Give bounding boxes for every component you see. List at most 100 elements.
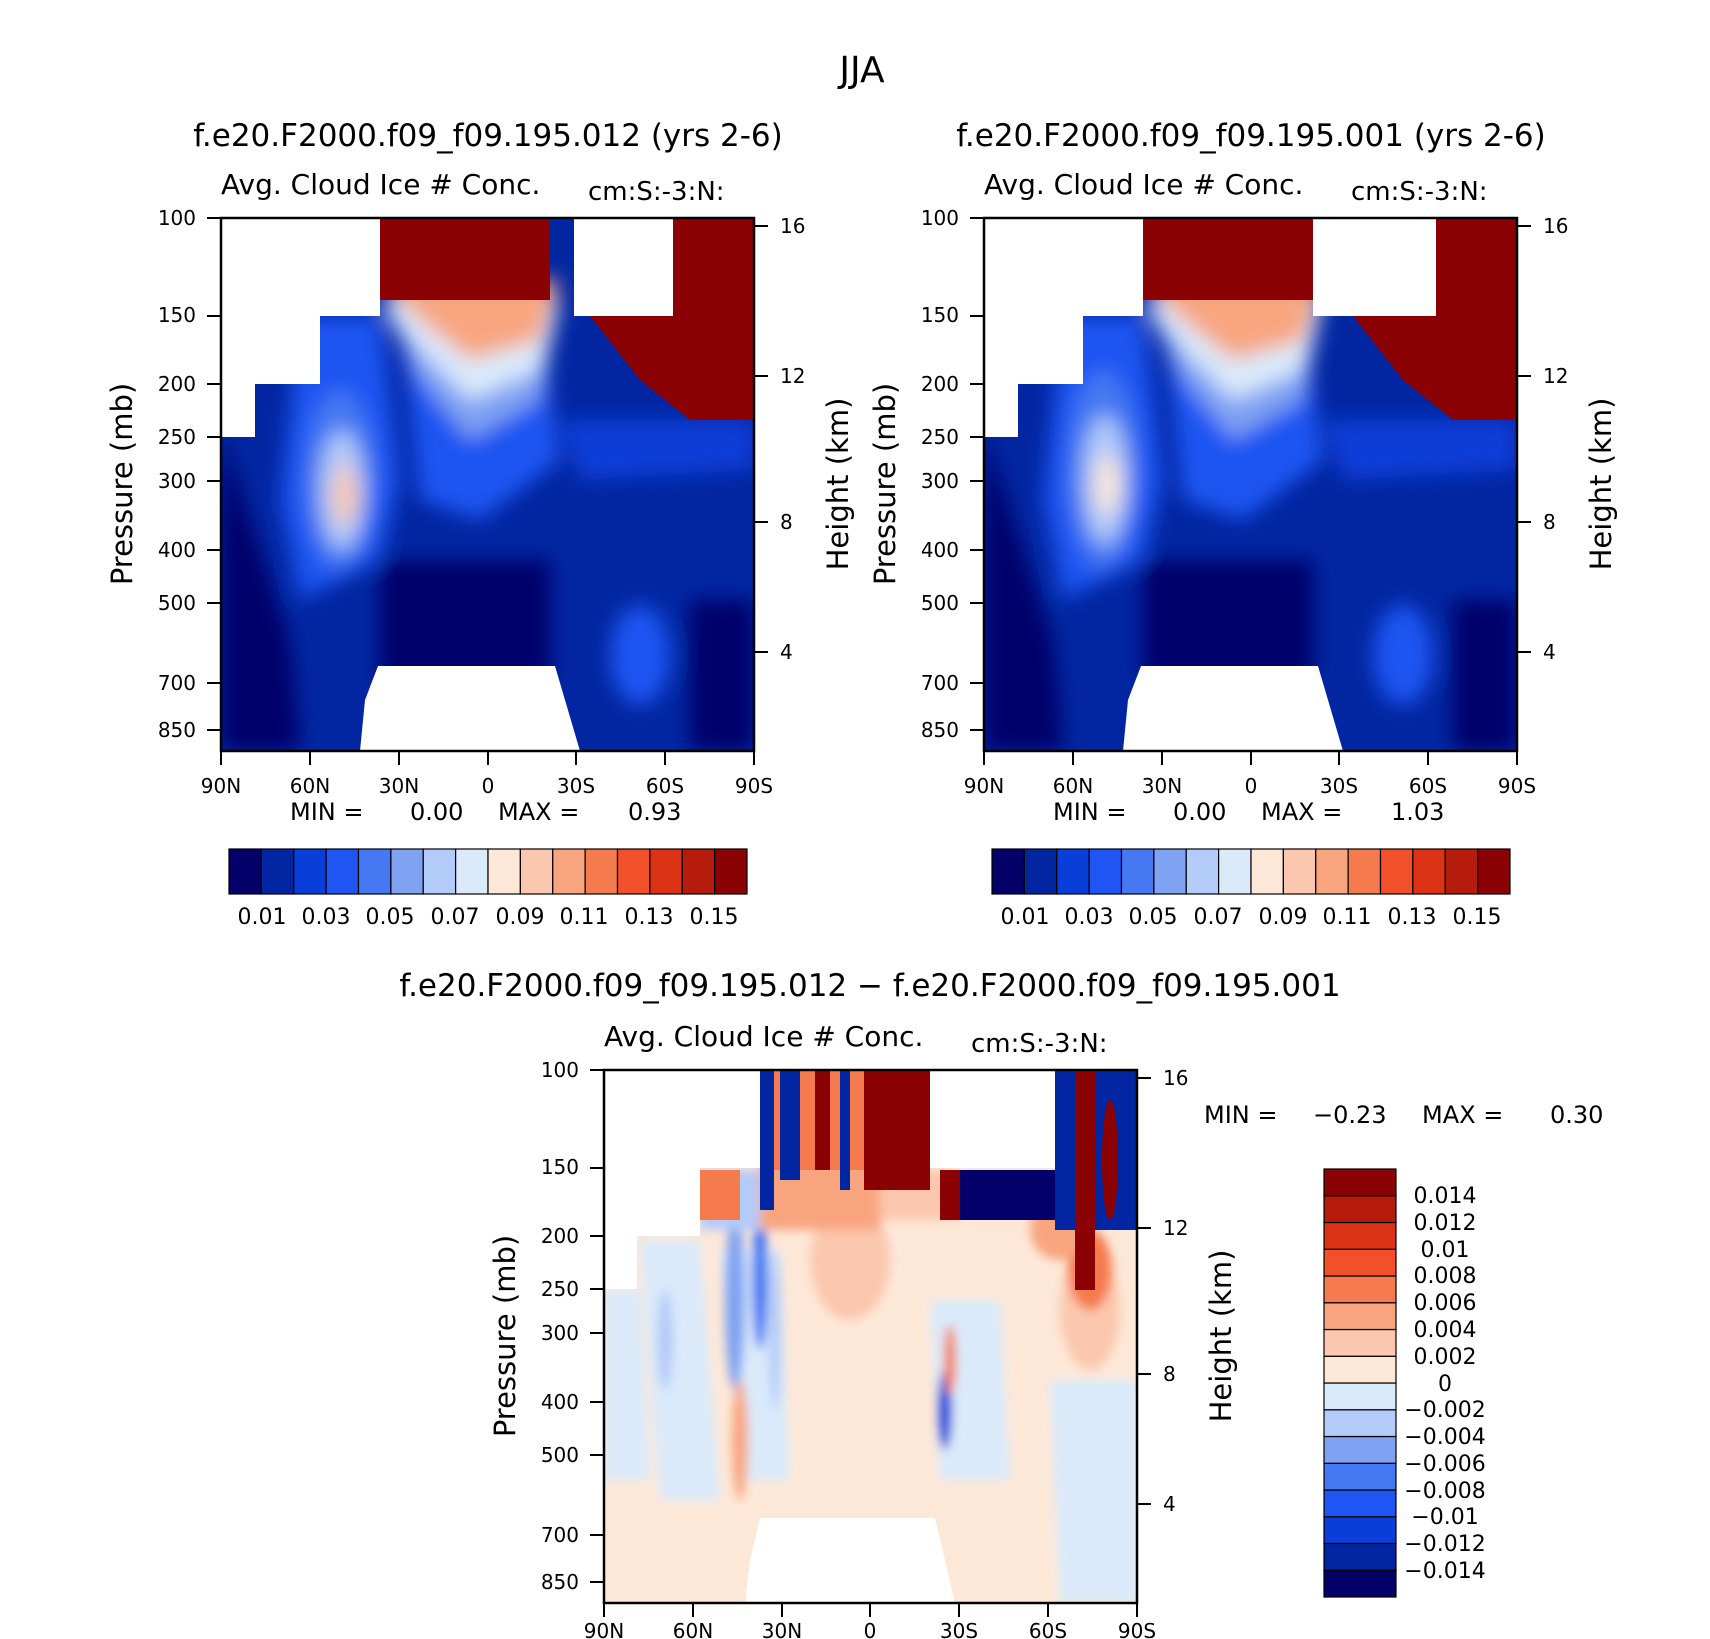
panel-001-colorbar-swatches	[991, 848, 1511, 895]
panel-diff-height-tick: 16	[1163, 1066, 1188, 1090]
panel-012-colorbar: 0.01 0.03 0.05 0.07 0.09 0.11 0.13 0.15	[228, 848, 748, 930]
panel-001-colorbar-swatch	[1088, 848, 1123, 895]
panel-001-title: f.e20.F2000.f09_f09.195.001 (yrs 2-6)	[956, 118, 1546, 154]
panel-001-colorbar-swatch	[1412, 848, 1446, 895]
panel-diff-colorbar-swatch	[1323, 1248, 1397, 1277]
panel-001-colorbar-label: 0.01	[1001, 905, 1050, 930]
panel-001-colorbar-swatch	[1477, 848, 1511, 895]
panel-diff-x-tick: 90S	[1118, 1619, 1156, 1639]
panel-001-colorbar-label: 0.05	[1129, 905, 1178, 930]
panel-001-variable: Avg. Cloud Ice # Conc.	[984, 168, 1303, 201]
panel-001-colorbar-swatch	[1282, 848, 1317, 895]
panel-012-y-tick: 200	[158, 372, 196, 396]
panel-001-ylabel: Pressure (mb)	[868, 383, 902, 585]
panel-001-min-label: MIN =	[1053, 798, 1126, 826]
panel-001-left-ticks: 100 150 200 250 300 400 500 700 850	[921, 206, 984, 742]
panel-001-height-tick: 16	[1543, 214, 1568, 238]
panel-012-colorbar-label: 0.03	[302, 905, 351, 930]
panel-diff-max-value: 0.30	[1550, 1101, 1603, 1129]
panel-012-colorbar-swatch	[552, 848, 586, 895]
panel-012-colorbar-swatch	[260, 848, 295, 895]
panel-001-colorbar-swatch	[1056, 848, 1090, 895]
panel-012-x-tick: 30N	[379, 774, 419, 798]
panel-001-colorbar-swatch	[1185, 848, 1220, 895]
panel-001-y-tick: 150	[921, 303, 959, 327]
panel-012-min-value: 0.00	[410, 798, 463, 826]
panel-diff-y-tick: 100	[541, 1058, 579, 1082]
panel-012-y-tick: 300	[158, 469, 196, 493]
panel-diff-variable: Avg. Cloud Ice # Conc.	[604, 1020, 923, 1053]
panel-001-height-tick: 4	[1543, 640, 1556, 664]
panel-diff-colorbar-label: −0.004	[1404, 1425, 1485, 1450]
panel-012-x-tick: 90S	[735, 774, 773, 798]
panel-012-colorbar-swatch	[519, 848, 554, 895]
panel-001-colorbar-swatch	[1250, 848, 1284, 895]
panel-diff-ylabel: Pressure (mb)	[488, 1235, 522, 1437]
panel-diff-height-tick: 8	[1163, 1362, 1176, 1386]
panel-012-colorbar-swatch	[649, 848, 683, 895]
panel-diff-colorbar-swatch	[1323, 1328, 1397, 1357]
panel-012-colorbar-label: 0.11	[560, 905, 609, 930]
panel-012-x-tick: 30S	[557, 774, 595, 798]
panel-diff-colorbar-swatch	[1323, 1435, 1397, 1464]
panel-012-y-tick: 700	[158, 671, 196, 695]
panel-diff-colorbar-label: 0.008	[1414, 1264, 1477, 1289]
panel-001-field	[984, 218, 1517, 751]
panel-001-x-tick: 60S	[1409, 774, 1447, 798]
panel-001-colorbar-label: 0.11	[1323, 905, 1372, 930]
panel-001-x-ticks: 90N 60N 30N 0 30S 60S 90S	[964, 751, 1536, 798]
panel-001-max-label: MAX =	[1261, 798, 1342, 826]
panel-diff-ylabel-right: Height (km)	[1204, 1250, 1238, 1423]
panel-012-x-tick: 60S	[646, 774, 684, 798]
panel-012-height-tick: 8	[780, 510, 793, 534]
panel-diff-colorbar-swatch	[1323, 1221, 1397, 1250]
panel-diff-colorbar-label: −0.006	[1404, 1452, 1485, 1477]
panel-012-max-label: MAX =	[498, 798, 579, 826]
panel-001-min-value: 0.00	[1173, 798, 1226, 826]
panel-001-colorbar-swatch	[1218, 848, 1252, 895]
panel-diff-colorbar-swatches	[1323, 1168, 1397, 1598]
panel-diff-colorbar-label: 0.014	[1414, 1184, 1477, 1209]
panel-012-x-tick: 90N	[201, 774, 241, 798]
panel-012-height-tick: 16	[780, 214, 805, 238]
panel-012-y-tick: 850	[158, 718, 196, 742]
panel-diff: f.e20.F2000.f09_f09.195.012 − f.e20.F200…	[399, 968, 1603, 1639]
panel-diff-colorbar-swatch	[1323, 1542, 1397, 1571]
panel-012-right-ticks: 16 12 8 4	[754, 214, 805, 664]
panel-012-left-ticks: 100 150 200 250 300 400 500 700 850	[158, 206, 221, 742]
panel-012-ylabel-right: Height (km)	[821, 398, 855, 571]
panel-diff-colorbar-label: −0.002	[1404, 1398, 1485, 1423]
panel-001-y-tick: 200	[921, 372, 959, 396]
panel-diff-colorbar-swatch	[1323, 1516, 1397, 1545]
panel-diff-y-tick: 500	[541, 1443, 579, 1467]
panel-001-ylabel-right: Height (km)	[1584, 398, 1618, 571]
panel-001-colorbar: 0.01 0.03 0.05 0.07 0.09 0.11 0.13 0.15	[991, 848, 1511, 930]
panel-012-colorbar-swatch	[390, 848, 424, 895]
panel-012-y-tick: 400	[158, 538, 196, 562]
panel-012-colorbar-swatch	[357, 848, 392, 895]
panel-012-colorbar-swatches	[228, 848, 748, 895]
panel-012: f.e20.F2000.f09_f09.195.012 (yrs 2-6) Av…	[105, 118, 855, 930]
panel-012-colorbar-label: 0.01	[238, 905, 287, 930]
panel-diff-x-ticks: 90N 60N 30N 0 30S 60S 90S	[584, 1603, 1156, 1639]
panel-001-x-tick: 30S	[1320, 774, 1358, 798]
panel-diff-colorbar: 0.014 0.012 0.01 0.008 0.006 0.004 0.002…	[1323, 1168, 1486, 1598]
panel-012-colorbar-swatch	[455, 848, 489, 895]
panel-diff-colorbar-label: 0.004	[1414, 1318, 1477, 1343]
panel-diff-colorbar-label: 0	[1438, 1372, 1452, 1397]
panel-001: f.e20.F2000.f09_f09.195.001 (yrs 2-6) Av…	[868, 118, 1618, 930]
panel-012-colorbar-swatch	[487, 848, 521, 895]
panel-012-colorbar-label: 0.09	[496, 905, 545, 930]
panel-001-colorbar-swatch	[1023, 848, 1058, 895]
panel-012-colorbar-label: 0.07	[431, 905, 480, 930]
panel-001-x-tick: 90N	[964, 774, 1004, 798]
panel-001-units: cm:S:-3:N:	[1351, 177, 1488, 207]
panel-001-x-tick: 0	[1245, 774, 1258, 798]
panel-012-colorbar-swatch	[228, 848, 262, 895]
panel-diff-colorbar-label: 0.01	[1421, 1238, 1470, 1263]
panel-001-colorbar-label: 0.15	[1453, 905, 1502, 930]
panel-diff-y-tick: 250	[541, 1277, 579, 1301]
panel-diff-colorbar-swatch	[1323, 1489, 1397, 1518]
panel-diff-x-tick: 60S	[1029, 1619, 1067, 1639]
panel-012-y-tick: 150	[158, 303, 196, 327]
